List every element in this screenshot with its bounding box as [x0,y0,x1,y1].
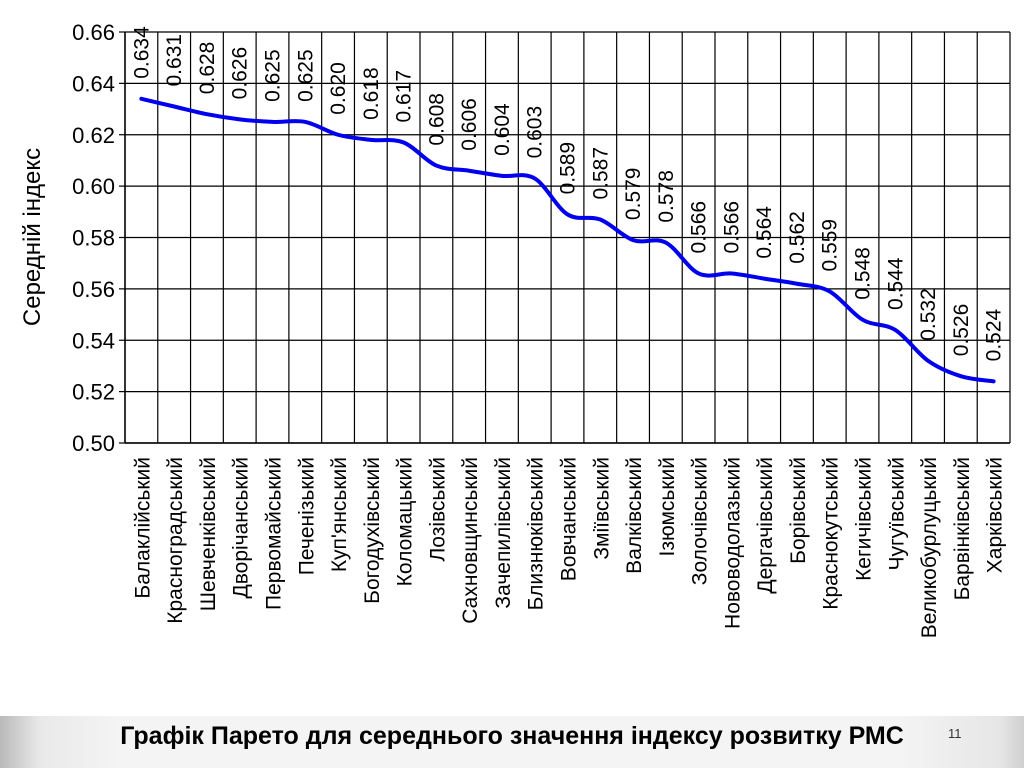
x-tick-label: Вовчанський [558,457,581,581]
data-label: 0.548 [852,247,875,300]
data-label: 0.618 [360,67,383,120]
y-tick-labels: 0.50 0.52 0.54 0.56 0.58 0.60 0.62 0.64 0.66 [72,20,115,456]
x-tick-label: Дворічанський [230,457,253,598]
data-label: 0.626 [229,47,252,100]
x-tick-label: Кегичівський [853,457,876,581]
x-tick-label: Красноградський [164,457,187,624]
x-tick-label: Балаклійський [131,457,154,599]
plot-background [0,0,1024,716]
x-tick-label: Коломацький [394,457,417,586]
data-label: 0.578 [655,170,678,223]
y-tick-label: 0.62 [72,123,115,148]
data-labels: 0.634 0.631 0.628 0.626 0.625 0.625 0.620 0.618… [130,26,1005,361]
x-tick-label: Краснокутський [820,457,843,610]
y-tick-label: 0.60 [72,174,115,199]
x-tick-label: Чугуївський [885,457,908,571]
data-label: 0.625 [294,49,317,102]
x-tick-label: Лозівський [426,457,449,562]
x-tick-label: Валківський [623,457,646,574]
y-tick-label: 0.54 [72,328,115,353]
data-label: 0.604 [491,103,514,156]
data-label: 0.608 [425,93,448,146]
data-label: 0.559 [819,219,842,272]
data-label: 0.603 [524,106,547,159]
slide-number: 11 [948,726,962,741]
x-tick-label: Ізюмський [656,457,679,557]
y-tick-label: 0.50 [72,431,115,456]
x-tick-label: Золочівський [689,457,712,585]
x-tick-label: Дергачівський [754,457,777,594]
data-label: 0.606 [458,98,481,151]
data-label: 0.634 [130,26,153,79]
x-tick-label: Барвінківський [951,457,974,600]
y-tick-label: 0.64 [72,71,115,96]
data-label: 0.625 [262,49,285,102]
x-tick-label: Зачепилівський [492,457,515,609]
data-label: 0.579 [622,168,645,221]
data-label: 0.589 [557,142,580,195]
x-tick-label: Шевченківський [197,457,220,611]
x-tick-label: Печенізький [295,457,318,575]
x-tick-label: Близнюківський [525,457,548,610]
axes [119,31,1010,444]
x-tick-label: Богодухівський [361,457,384,604]
x-tick-labels: Балаклійський Красноградський Шевченківськ… [131,457,1006,638]
data-label: 0.566 [720,201,743,254]
data-label: 0.544 [884,257,907,310]
x-tick-label: Великобурлуцький [918,457,941,638]
x-tick-label: Первомайський [263,457,286,610]
grid [124,31,1011,444]
x-tick-label: Харківський [984,457,1007,573]
data-label: 0.564 [753,206,776,259]
data-label: 0.566 [688,201,711,254]
x-tick-label: Борівський [787,457,810,564]
data-label: 0.631 [163,34,186,87]
x-tick-label: Зміївський [590,457,613,560]
y-axis-label: Середній індекс [19,148,46,326]
chart-title: Графік Парето для середнього значення ін… [120,722,904,750]
data-label: 0.628 [196,42,219,95]
data-label: 0.562 [786,211,809,264]
x-tick-label: Сахновщинський [459,457,482,624]
data-label: 0.532 [917,288,940,341]
data-label: 0.587 [589,147,612,200]
data-label: 0.526 [950,304,973,357]
y-tick-label: 0.58 [72,226,115,251]
series-line [139,96,996,384]
y-tick-label: 0.66 [72,20,115,45]
data-label: 0.524 [983,308,1006,361]
data-label: 0.617 [393,70,416,123]
y-tick-label: 0.52 [72,380,115,405]
y-tick-label: 0.56 [72,277,115,302]
x-tick-label: Куп'янський [328,457,351,572]
x-tick-label: Нововодолазький [721,457,744,629]
data-label: 0.620 [327,62,350,115]
